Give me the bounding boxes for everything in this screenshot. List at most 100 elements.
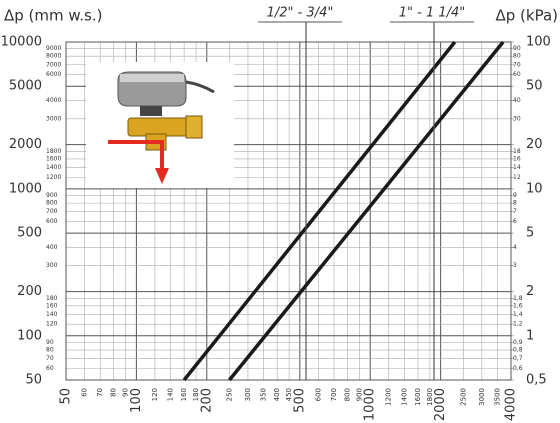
x-tick-label: 70: [96, 388, 104, 397]
y2-tick-label: 90: [513, 45, 521, 52]
y-tick-label: 160: [46, 302, 58, 309]
y2-tick-label: 1,6: [513, 302, 523, 309]
series-line: [229, 42, 503, 380]
y-tick-label: 100: [17, 328, 42, 343]
valve-nut: [186, 116, 202, 138]
coupling: [140, 106, 162, 116]
y2-axis-title: Δp (kPa): [495, 7, 558, 25]
actuator-top: [120, 74, 184, 82]
x-tick-label: 3500: [493, 388, 501, 406]
y2-tick-label: 1: [526, 328, 534, 343]
y2-tick-label: 8: [513, 200, 517, 207]
y2-tick-label: 50: [526, 79, 543, 94]
x-tick-label: 50: [59, 388, 74, 405]
y2-tick-label: 20: [526, 137, 543, 152]
y-tick-label: 50: [25, 373, 42, 388]
y2-tick-label: 10: [526, 181, 543, 196]
y-tick-label: 60: [46, 365, 54, 372]
y2-tick-label: 14: [513, 164, 521, 171]
y-tick-label: 500: [17, 226, 42, 241]
y2-tick-label: 16: [513, 155, 521, 162]
y-tick-label: 300: [46, 262, 58, 269]
x-tick-label: 200: [199, 388, 214, 413]
x-tick-label: 80: [110, 388, 118, 397]
y-axis-title: Δp (mm w.s.): [4, 7, 103, 25]
x-tick-label: 500: [292, 388, 307, 413]
x-tick-label: 1800: [426, 388, 434, 406]
y-tick-label: 1000: [9, 181, 42, 196]
y-tick-label: 9000: [46, 45, 61, 52]
y-tick-label: 90: [46, 339, 54, 346]
x-tick-label: 1000: [363, 388, 378, 421]
y2-tick-label: 12: [513, 174, 521, 181]
y2-tick-label: 4: [513, 244, 517, 251]
x-tick-label: 120: [151, 388, 159, 401]
y2-tick-label: 60: [513, 71, 521, 78]
y2-tick-label: 5: [526, 226, 534, 241]
x-tick-label: 1600: [414, 388, 422, 406]
x-tick-label: 900: [356, 388, 364, 401]
y2-tick-label: 70: [513, 61, 521, 68]
x-tick-label: 300: [244, 388, 252, 401]
legend-label: 1" - 1 1/4": [399, 6, 466, 21]
y2-tick-label: 0,9: [513, 339, 523, 346]
y2-tick-label: 40: [513, 97, 521, 104]
y-tick-label: 400: [46, 244, 58, 251]
y-tick-label: 1800: [46, 148, 61, 155]
y-tick-label: 8000: [46, 53, 61, 60]
y2-tick-label: 80: [513, 53, 521, 60]
x-tick-label: 250: [225, 388, 233, 401]
y2-tick-label: 1,4: [513, 311, 523, 318]
y2-tick-label: 18: [513, 148, 521, 155]
y-tick-label: 1200: [46, 174, 61, 181]
x-tick-label: 2500: [459, 388, 467, 406]
x-tick-label: 180: [192, 388, 200, 401]
x-tick-label: 2000: [433, 388, 448, 421]
y-tick-label: 80: [46, 347, 54, 354]
y-tick-label: 1600: [46, 155, 61, 162]
y-tick-label: 180: [46, 295, 58, 302]
x-tick-label: 60: [81, 388, 89, 397]
y2-tick-label: 1,2: [513, 321, 523, 328]
y-tick-label: 120: [46, 321, 58, 328]
x-tick-label: 4000: [504, 388, 519, 421]
y-tick-label: 10000: [1, 35, 42, 50]
valve-illustration: [86, 62, 234, 188]
x-tick-label: 450: [285, 388, 293, 401]
y-tick-label: 900: [46, 192, 58, 199]
y2-tick-label: 100: [526, 35, 551, 50]
y2-tick-label: 0,8: [513, 347, 523, 354]
x-tick-label: 400: [273, 388, 281, 401]
y-tick-label: 3000: [46, 115, 61, 122]
y2-tick-label: 0,6: [513, 365, 523, 372]
y2-tick-label: 7: [513, 208, 517, 215]
y2-tick-label: 0,7: [513, 355, 523, 362]
y2-tick-label: 1,8: [513, 295, 523, 302]
x-tick-label: 140: [167, 388, 175, 401]
x-tick-label: 1400: [400, 388, 408, 406]
y-tick-label: 200: [17, 284, 42, 299]
y2-tick-label: 30: [513, 115, 521, 122]
y-tick-label: 4000: [46, 97, 61, 104]
y-tick-label: 5000: [9, 79, 42, 94]
y-tick-label: 800: [46, 200, 58, 207]
x-tick-label: 600: [314, 388, 322, 401]
x-tick-label: 350: [260, 388, 268, 401]
y-tick-label: 6000: [46, 71, 61, 78]
y-tick-label: 600: [46, 218, 58, 225]
y2-tick-label: 0,5: [526, 373, 547, 388]
y-tick-label: 70: [46, 355, 54, 362]
x-tick-label: 100: [129, 388, 144, 413]
y-tick-label: 140: [46, 311, 58, 318]
x-tick-label: 800: [344, 388, 352, 401]
x-tick-label: 90: [122, 388, 130, 397]
x-tick-label: 700: [330, 388, 338, 401]
x-tick-label: 1200: [385, 388, 393, 406]
x-tick-label: 160: [180, 388, 188, 401]
y2-tick-label: 3: [513, 262, 517, 269]
x-tick-label: 3000: [478, 388, 486, 406]
y-tick-label: 700: [46, 208, 58, 215]
y2-tick-label: 2: [526, 284, 534, 299]
y2-tick-label: 6: [513, 218, 517, 225]
y-tick-label: 7000: [46, 61, 61, 68]
